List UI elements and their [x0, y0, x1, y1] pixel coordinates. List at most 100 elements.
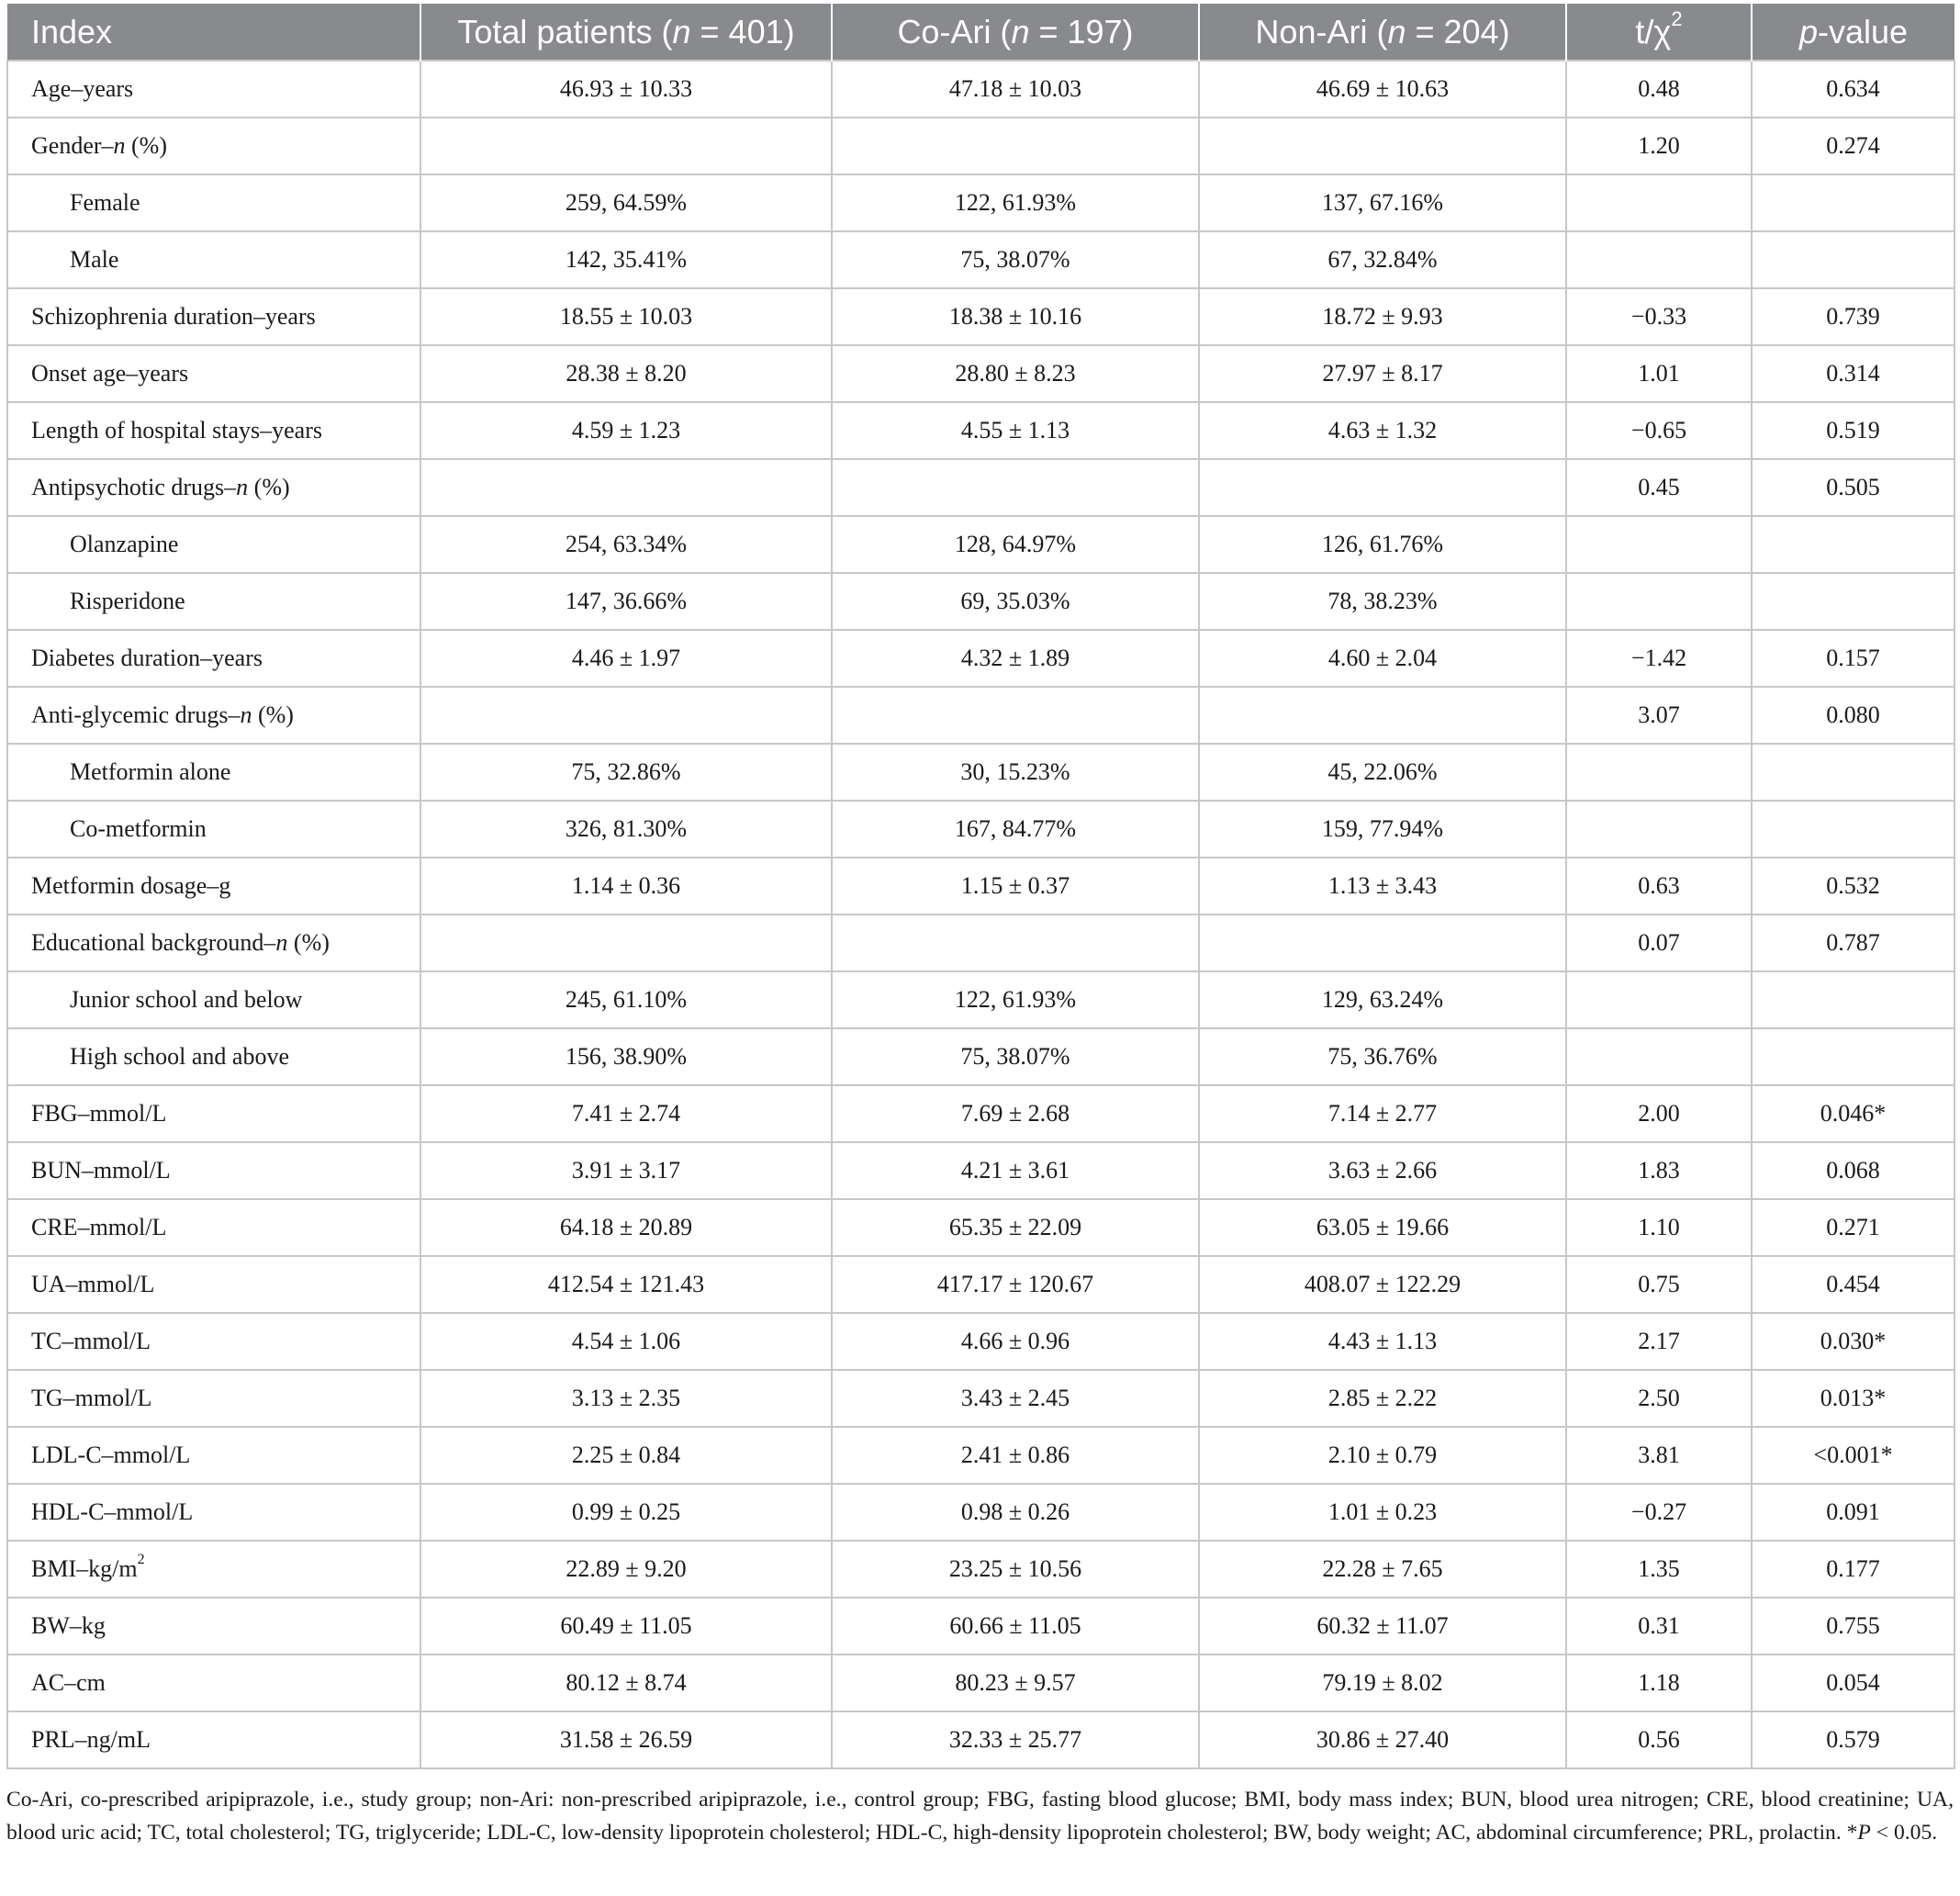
cell-p-value: 0.046* — [1751, 1084, 1955, 1143]
cell-non-ari: 60.32 ± 11.07 — [1198, 1597, 1567, 1655]
cell-non-ari: 79.19 ± 8.02 — [1198, 1654, 1567, 1712]
cell-total: 156, 38.90% — [420, 1027, 833, 1086]
cell-co-ari: 75, 38.07% — [831, 230, 1200, 289]
cell-p-value: 0.454 — [1751, 1255, 1955, 1314]
row-label: Onset age–years — [6, 344, 421, 403]
cell-statistic: 1.10 — [1565, 1198, 1753, 1257]
table-row: High school and above 156, 38.90% 75, 38.0… — [6, 1027, 1955, 1086]
cell-non-ari: 1.01 ± 0.23 — [1198, 1483, 1567, 1542]
table-container: Index Total patients (n = 401) Co-Ari (n… — [6, 4, 1955, 1849]
cell-co-ari: 60.66 ± 11.05 — [831, 1597, 1200, 1655]
cell-p-value: 0.177 — [1751, 1540, 1955, 1599]
cell-total: 4.46 ± 1.97 — [420, 629, 833, 688]
cell-statistic: 0.07 — [1565, 914, 1753, 972]
cell-statistic: 2.50 — [1565, 1369, 1753, 1428]
cell-total: 64.18 ± 20.89 — [420, 1198, 833, 1257]
cell-total: 7.41 ± 2.74 — [420, 1084, 833, 1143]
cell-non-ari: 7.14 ± 2.77 — [1198, 1084, 1567, 1143]
cell-non-ari — [1198, 458, 1567, 517]
cell-p-value: 0.271 — [1751, 1198, 1955, 1257]
cell-statistic — [1565, 572, 1753, 631]
cell-co-ari: 30, 15.23% — [831, 743, 1200, 802]
table-row: Male 142, 35.41% 75, 38.07% 67, 32.84% — [6, 230, 1955, 289]
cell-p-value — [1751, 515, 1955, 574]
cell-non-ari: 408.07 ± 122.29 — [1198, 1255, 1567, 1314]
cell-total: 28.38 ± 8.20 — [420, 344, 833, 403]
cell-p-value — [1751, 230, 1955, 289]
cell-p-value: 0.505 — [1751, 458, 1955, 517]
row-label: FBG–mmol/L — [6, 1084, 421, 1143]
cell-co-ari — [831, 914, 1200, 972]
table-row: Olanzapine 254, 63.34% 128, 64.97% 126, 61.… — [6, 515, 1955, 574]
row-label: AC–cm — [6, 1654, 421, 1712]
row-label: Educational background–n (%) — [6, 914, 421, 972]
cell-total — [420, 686, 833, 745]
row-label: Age–years — [6, 60, 421, 118]
cell-non-ari: 27.97 ± 8.17 — [1198, 344, 1567, 403]
table-header-row: Index Total patients (n = 401) Co-Ari (n… — [7, 4, 1954, 61]
table-row: Junior school and below 245, 61.10% 122, 6… — [6, 970, 1955, 1029]
row-label: Schizophrenia duration–years — [6, 287, 421, 346]
cell-total: 18.55 ± 10.03 — [420, 287, 833, 346]
row-label: HDL-C–mmol/L — [6, 1483, 421, 1542]
table-row: Anti-glycemic drugs–n (%) 3.07 0.080 — [6, 686, 1955, 745]
cell-non-ari: 18.72 ± 9.93 — [1198, 287, 1567, 346]
cell-non-ari: 4.63 ± 1.32 — [1198, 401, 1567, 460]
cell-non-ari: 129, 63.24% — [1198, 970, 1567, 1029]
cell-p-value: 0.787 — [1751, 914, 1955, 972]
cell-non-ari: 1.13 ± 3.43 — [1198, 857, 1567, 915]
cell-co-ari: 128, 64.97% — [831, 515, 1200, 574]
row-label: Junior school and below — [6, 970, 421, 1029]
cell-co-ari: 2.41 ± 0.86 — [831, 1426, 1200, 1485]
cell-p-value: 0.054 — [1751, 1654, 1955, 1712]
cell-statistic — [1565, 174, 1753, 232]
row-label: Co-metformin — [6, 800, 421, 858]
cell-total: 326, 81.30% — [420, 800, 833, 858]
row-label: Gender–n (%) — [6, 117, 421, 175]
cell-statistic: 0.45 — [1565, 458, 1753, 517]
cell-total: 31.58 ± 26.59 — [420, 1711, 833, 1769]
cell-co-ari: 47.18 ± 10.03 — [831, 60, 1200, 118]
table-row: PRL–ng/mL 31.58 ± 26.59 32.33 ± 25.77 30.86… — [6, 1711, 1955, 1769]
row-label: PRL–ng/mL — [6, 1711, 421, 1769]
table-row: Diabetes duration–years 4.46 ± 1.97 4.32 ±… — [6, 629, 1955, 688]
row-label: BMI–kg/m2 — [6, 1540, 421, 1599]
row-label: Female — [6, 174, 421, 232]
cell-statistic — [1565, 743, 1753, 802]
cell-co-ari: 4.66 ± 0.96 — [831, 1312, 1200, 1371]
cell-total: 80.12 ± 8.74 — [420, 1654, 833, 1712]
cell-p-value — [1751, 970, 1955, 1029]
cell-total — [420, 117, 833, 175]
patient-characteristics-table: Index Total patients (n = 401) Co-Ari (n… — [6, 4, 1955, 1769]
cell-non-ari: 75, 36.76% — [1198, 1027, 1567, 1086]
cell-co-ari: 32.33 ± 25.77 — [831, 1711, 1200, 1769]
cell-co-ari: 7.69 ± 2.68 — [831, 1084, 1200, 1143]
cell-total: 142, 35.41% — [420, 230, 833, 289]
cell-statistic: −0.27 — [1565, 1483, 1753, 1542]
table-row: Length of hospital stays–years 4.59 ± 1.2… — [6, 401, 1955, 460]
cell-co-ari: 1.15 ± 0.37 — [831, 857, 1200, 915]
cell-total: 3.13 ± 2.35 — [420, 1369, 833, 1428]
table-row: FBG–mmol/L 7.41 ± 2.74 7.69 ± 2.68 7.14 ± 2… — [6, 1084, 1955, 1143]
cell-co-ari: 65.35 ± 22.09 — [831, 1198, 1200, 1257]
cell-statistic: 0.31 — [1565, 1597, 1753, 1655]
cell-p-value: 0.519 — [1751, 401, 1955, 460]
cell-p-value — [1751, 572, 1955, 631]
table-row: TC–mmol/L 4.54 ± 1.06 4.66 ± 0.96 4.43 ± 1.… — [6, 1312, 1955, 1371]
table-row: UA–mmol/L 412.54 ± 121.43 417.17 ± 120.67 4… — [6, 1255, 1955, 1314]
table-row: Educational background–n (%) 0.07 0.787 — [6, 914, 1955, 972]
row-label: Diabetes duration–years — [6, 629, 421, 688]
cell-p-value: 0.068 — [1751, 1141, 1955, 1200]
header-index: Index — [7, 4, 421, 61]
cell-p-value — [1751, 1027, 1955, 1086]
cell-co-ari: 23.25 ± 10.56 — [831, 1540, 1200, 1599]
cell-statistic: 1.83 — [1565, 1141, 1753, 1200]
row-label: Metformin alone — [6, 743, 421, 802]
table-row: Risperidone 147, 36.66% 69, 35.03% 78, 38.2… — [6, 572, 1955, 631]
cell-statistic — [1565, 230, 1753, 289]
cell-non-ari: 63.05 ± 19.66 — [1198, 1198, 1567, 1257]
row-label: LDL-C–mmol/L — [6, 1426, 421, 1485]
table-row: CRE–mmol/L 64.18 ± 20.89 65.35 ± 22.09 63.0… — [6, 1198, 1955, 1257]
cell-p-value: 0.634 — [1751, 60, 1955, 118]
cell-non-ari: 2.10 ± 0.79 — [1198, 1426, 1567, 1485]
